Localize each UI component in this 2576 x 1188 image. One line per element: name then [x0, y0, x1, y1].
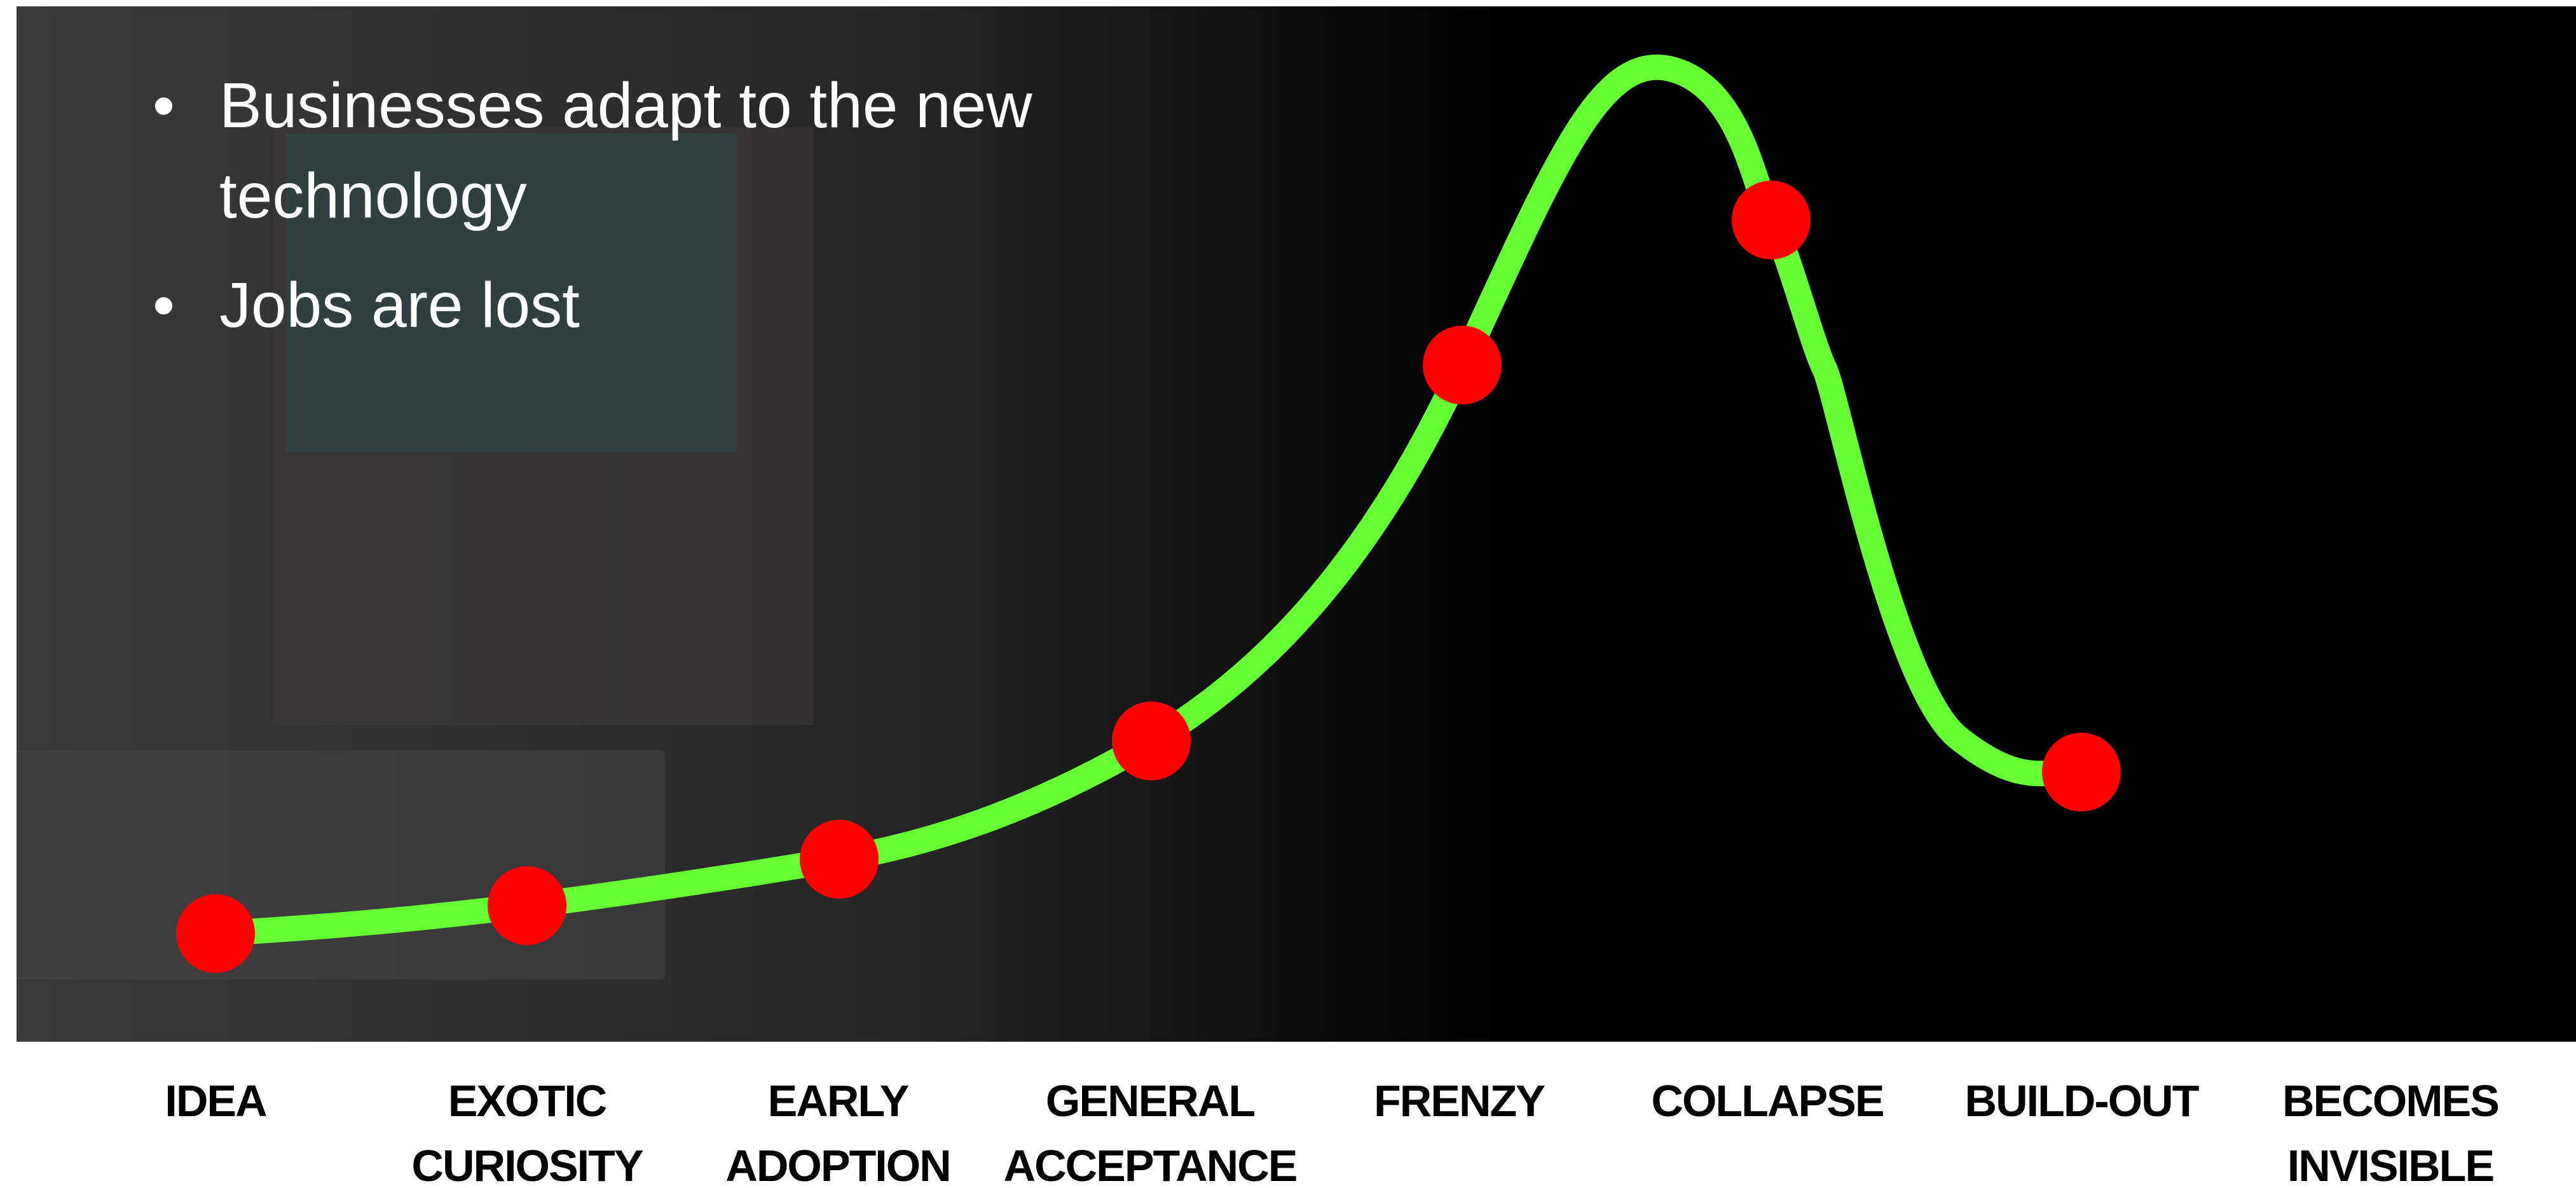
stage-label-line: BECOMES — [2212, 1068, 2568, 1133]
bullet: Businesses adapt to the new technology — [219, 60, 1237, 241]
stage-label-line: INVISIBLE — [2212, 1133, 2568, 1188]
stage-dot — [1732, 181, 1811, 259]
stage-label-line: BUILD-OUT — [1903, 1068, 2259, 1133]
stage-dot — [1423, 326, 1502, 404]
stage-dot — [488, 866, 566, 945]
stage-label: COLLAPSE — [1589, 1068, 1945, 1133]
stage-dot — [2042, 733, 2121, 812]
stage-label-line: EARLY — [660, 1068, 1016, 1133]
stage-dot — [1112, 701, 1191, 780]
stage-dot — [176, 894, 255, 973]
stage-label-line: CURIOSITY — [349, 1133, 705, 1188]
stage-label-line: IDEA — [38, 1068, 394, 1133]
slide: Businesses adapt to the new technology Jo… — [0, 0, 2576, 1188]
stage-label-line: ACCEPTANCE — [972, 1133, 1328, 1188]
stage-label: BUILD-OUT — [1903, 1068, 2259, 1133]
stage-label: FRENZY — [1281, 1068, 1637, 1133]
stage-label-line: COLLAPSE — [1589, 1068, 1945, 1133]
bullet-list: Businesses adapt to the new technology Jo… — [146, 60, 1237, 370]
stage-label-line: EXOTIC — [349, 1068, 705, 1133]
stage-label-line: GENERAL — [972, 1068, 1328, 1133]
bullet: Jobs are lost — [219, 260, 1237, 350]
stage-dot — [800, 820, 879, 899]
stage-label-line: ADOPTION — [660, 1133, 1016, 1188]
keyboard-silhouette — [17, 750, 665, 979]
stage-label: IDEA — [38, 1068, 394, 1133]
stage-label-line: FRENZY — [1281, 1068, 1637, 1133]
